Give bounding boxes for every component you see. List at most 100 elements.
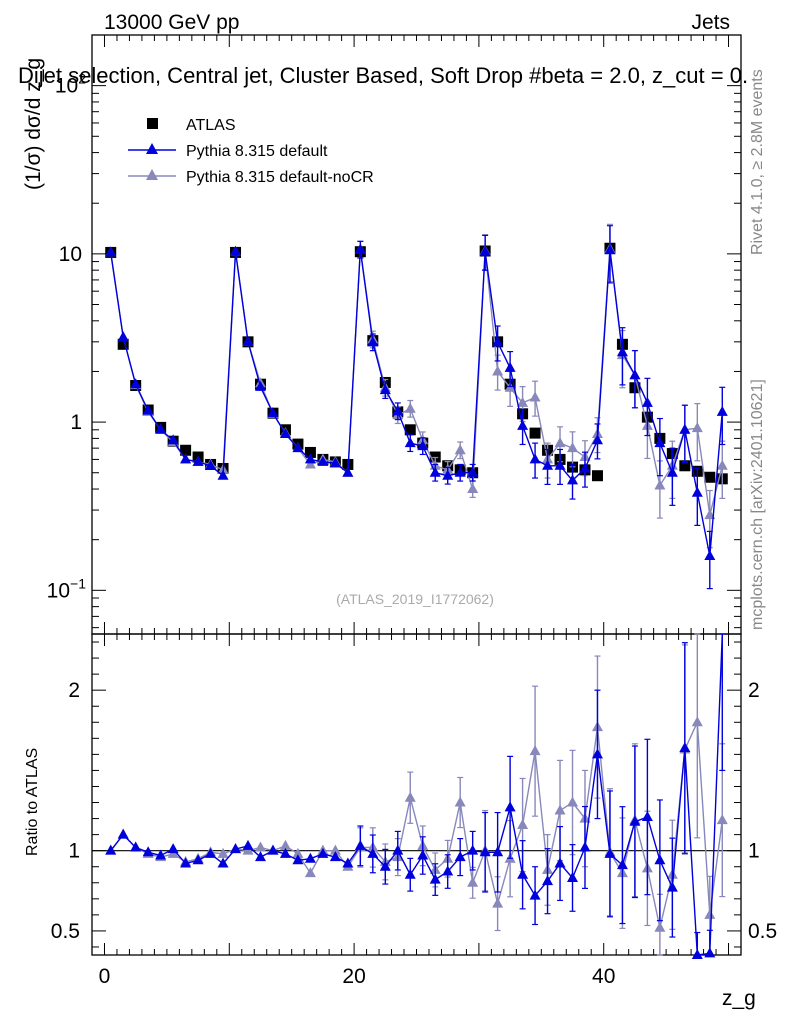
data-point-triangle: [130, 841, 142, 852]
data-point-triangle: [304, 867, 316, 878]
main-y-tick-label: 10−1: [47, 575, 87, 602]
data-point-triangle: [529, 745, 541, 756]
data-point-triangle: [130, 378, 142, 389]
data-point-triangle: [117, 331, 129, 342]
ratio-y-tick-label: 2: [68, 679, 80, 702]
plot-title: Dijet selection, Central jet, Cluster Ba…: [18, 63, 748, 88]
data-point-triangle: [279, 839, 291, 850]
x-axis-label: z_g: [722, 987, 756, 1010]
data-point-triangle: [517, 396, 529, 407]
data-point-triangle: [591, 434, 603, 445]
legend-label-default: Pythia 8.315 default: [186, 143, 328, 160]
data-point-triangle: [666, 881, 678, 892]
data-point-triangle: [367, 847, 379, 858]
data-point-triangle: [142, 404, 154, 415]
data-point-triangle: [329, 457, 341, 468]
data-point-triangle: [654, 437, 666, 448]
data-point-triangle: [492, 897, 504, 908]
data-point-triangle: [105, 246, 117, 257]
legend-marker-nocr: [146, 169, 158, 180]
data-point-triangle: [492, 846, 504, 857]
data-point-atlas: [180, 444, 192, 456]
data-point-triangle: [529, 453, 541, 464]
data-point-triangle: [192, 455, 204, 466]
data-point-triangle: [492, 365, 504, 376]
data-point-triangle: [367, 336, 379, 347]
data-point-triangle: [429, 466, 441, 477]
data-point-triangle: [567, 474, 579, 485]
data-point-triangle: [504, 361, 516, 372]
data-point-triangle: [230, 843, 242, 854]
data-point-triangle: [254, 380, 266, 391]
data-point-triangle: [304, 852, 316, 863]
data-point-triangle: [404, 791, 416, 802]
process-label: Jets: [691, 11, 730, 34]
data-point-triangle: [292, 442, 304, 453]
data-point-triangle: [454, 444, 466, 455]
data-point-triangle: [230, 245, 242, 256]
data-point-triangle: [105, 844, 117, 855]
data-point-triangle: [392, 844, 404, 855]
data-point-triangle: [554, 437, 566, 448]
x-tick-label: 20: [342, 965, 365, 988]
data-point-triangle: [205, 847, 217, 858]
ratio-y-tick-label: 0.5: [51, 920, 80, 943]
data-point-triangle: [467, 876, 479, 887]
data-point-triangle: [292, 847, 304, 858]
data-point-atlas: [591, 470, 603, 482]
data-point-triangle: [155, 423, 167, 434]
data-point-triangle: [604, 244, 616, 255]
data-point-atlas: [117, 338, 129, 350]
data-point-triangle: [679, 741, 691, 752]
data-point-triangle: [404, 868, 416, 879]
ratio-y-tick-label-right: 0.5: [748, 920, 777, 943]
data-point-triangle: [591, 748, 603, 759]
data-point-triangle: [392, 405, 404, 416]
data-point-triangle: [691, 716, 703, 727]
data-point-triangle: [691, 486, 703, 497]
data-point-triangle: [554, 857, 566, 868]
data-point-triangle: [205, 459, 217, 470]
data-point-triangle: [279, 847, 291, 858]
data-point-triangle: [454, 796, 466, 807]
data-point-triangle: [317, 847, 329, 858]
energy-label: 13000 GeV pp: [104, 11, 239, 34]
data-point-triangle: [217, 847, 229, 858]
data-point-triangle: [117, 828, 129, 839]
data-point-triangle: [217, 469, 229, 480]
data-point-triangle: [691, 422, 703, 433]
data-point-triangle: [279, 427, 291, 438]
data-point-triangle: [629, 815, 641, 826]
data-point-triangle: [641, 810, 653, 821]
main-y-tick-label: 10: [59, 243, 82, 266]
data-point-triangle: [517, 818, 529, 829]
data-point-atlas: [704, 471, 716, 483]
data-point-triangle: [192, 854, 204, 865]
data-point-triangle: [654, 479, 666, 490]
data-point-triangle: [217, 857, 229, 868]
data-point-triangle: [616, 859, 628, 870]
data-point-atlas: [404, 424, 416, 436]
data-point-triangle: [579, 841, 591, 852]
data-point-triangle: [167, 843, 179, 854]
data-point-triangle: [641, 396, 653, 407]
data-point-triangle: [155, 849, 167, 860]
data-point-triangle: [704, 908, 716, 919]
data-point-triangle: [329, 844, 341, 855]
main-y-tick-label: 102: [55, 71, 86, 98]
data-point-triangle: [691, 949, 703, 959]
data-point-triangle: [479, 846, 491, 857]
data-point-triangle: [567, 871, 579, 882]
data-point-triangle: [442, 469, 454, 480]
data-point-triangle: [417, 440, 429, 451]
data-point-triangle: [317, 455, 329, 466]
data-point-triangle: [704, 549, 716, 560]
x-tick-label: 0: [99, 965, 111, 988]
series-line: [110, 249, 723, 557]
data-point-triangle: [379, 860, 391, 871]
data-point-triangle: [517, 868, 529, 879]
ratio-plot-frame: [91, 633, 742, 956]
data-point-triangle: [454, 851, 466, 862]
data-point-triangle: [304, 458, 316, 469]
data-point-triangle: [716, 459, 728, 470]
